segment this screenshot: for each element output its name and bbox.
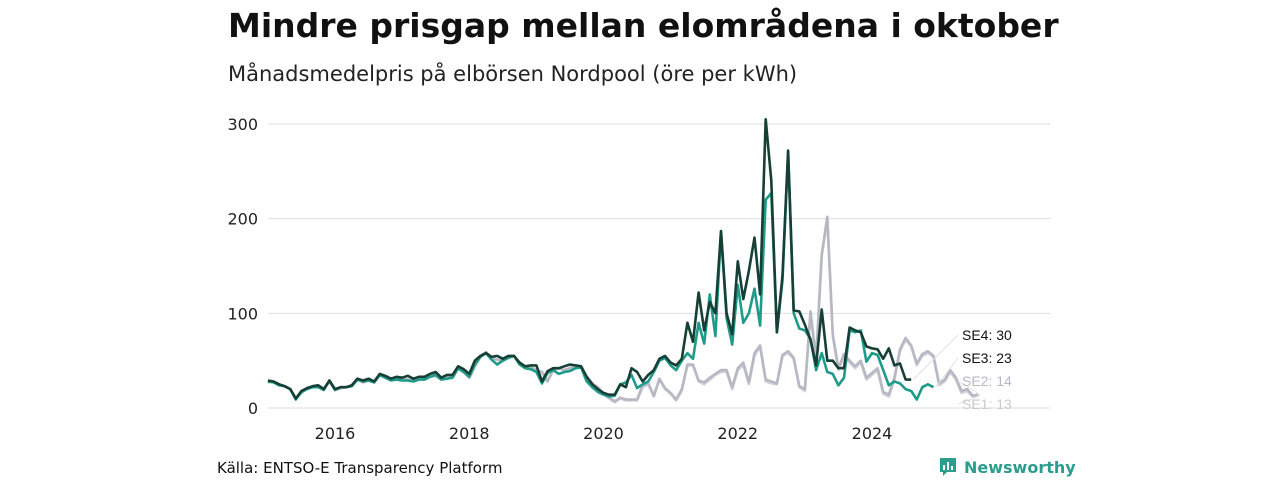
series-line-se2	[267, 215, 979, 403]
label-leader-line	[935, 357, 959, 388]
y-tick-label: 200	[227, 210, 258, 229]
label-leader-line	[957, 395, 981, 405]
end-label-se4: SE4: 30	[962, 327, 1012, 343]
series-line-se4	[267, 118, 912, 400]
brand-logo[interactable]: Newsworthy	[938, 456, 1076, 478]
chart-icon	[940, 458, 956, 476]
chart-subtitle: Månadsmedelpris på elbörsen Nordpool (ör…	[228, 62, 798, 86]
chart-title: Mindre prisgap mellan elområdena i oktob…	[228, 6, 1059, 45]
label-leader-line	[912, 334, 959, 380]
end-label-se3: SE3: 23	[962, 350, 1012, 366]
x-tick-label: 2024	[852, 424, 893, 443]
source-note: Källa: ENTSO-E Transparency Platform	[217, 459, 503, 477]
y-tick-label: 300	[227, 115, 258, 134]
end-label-se2: SE2: 14	[962, 373, 1012, 389]
x-tick-label: 2018	[449, 424, 490, 443]
y-tick-label: 0	[248, 399, 258, 418]
gridlines	[268, 123, 1050, 409]
end-labels: SE4: 30 SE3: 23 SE2: 14 SE1: 13	[912, 327, 1012, 412]
x-axis-tick-labels: 2016 2018 2020 2022 2024	[315, 424, 893, 443]
y-tick-label: 100	[227, 304, 258, 323]
brand-name: Newsworthy	[964, 457, 1076, 477]
x-tick-label: 2020	[583, 424, 624, 443]
x-tick-label: 2022	[717, 424, 758, 443]
end-label-se1: SE1: 13	[962, 396, 1012, 412]
x-tick-label: 2016	[315, 424, 356, 443]
y-axis-tick-labels: 0 100 200 300	[227, 115, 258, 418]
series-lines	[267, 118, 979, 404]
label-leader-line	[957, 380, 981, 396]
